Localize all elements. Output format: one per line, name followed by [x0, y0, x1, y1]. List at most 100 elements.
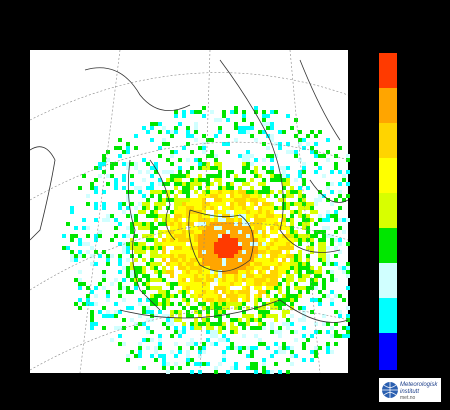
- plume-cell: [130, 202, 134, 206]
- plume-cell: [290, 190, 294, 194]
- plume-cell: [222, 210, 226, 214]
- plume-cell: [338, 310, 342, 314]
- plume-cell: [198, 258, 202, 262]
- plume-cell: [242, 170, 246, 174]
- plume-cell: [238, 130, 242, 134]
- plume-cell: [122, 202, 126, 206]
- plume-cell: [274, 270, 278, 274]
- plume-cell: [170, 218, 174, 222]
- plume-cell: [190, 250, 194, 254]
- latitude-line: [29, 72, 349, 121]
- plume-cell: [346, 194, 350, 198]
- plume-cell: [250, 154, 254, 158]
- plume-cell: [346, 262, 350, 266]
- plume-cell: [270, 126, 274, 130]
- plume-cell: [278, 370, 282, 374]
- plume-cell: [226, 258, 230, 262]
- plume-cell: [282, 206, 286, 210]
- plume-cell: [254, 346, 258, 350]
- plume-cell: [202, 142, 206, 146]
- plume-cell: [142, 178, 146, 182]
- plume-cell: [234, 126, 238, 130]
- plume-cell: [174, 254, 178, 258]
- plume-cell: [238, 346, 242, 350]
- plume-cell: [254, 266, 258, 270]
- plume-cell: [286, 178, 290, 182]
- plume-cell: [162, 270, 166, 274]
- plume-cell: [214, 262, 218, 266]
- plume-cell: [286, 246, 290, 250]
- plume-cell: [286, 230, 290, 234]
- plume-cell: [166, 290, 170, 294]
- plume-cell: [334, 246, 338, 250]
- plume-cell: [230, 294, 234, 298]
- plume-cell: [142, 306, 146, 310]
- plume-cell: [178, 234, 182, 238]
- plume-cell: [314, 154, 318, 158]
- plume-cell: [142, 322, 146, 326]
- plume-cell: [182, 242, 186, 246]
- plume-cell: [250, 246, 254, 250]
- plume-cell: [162, 222, 166, 226]
- plume-cell: [218, 270, 222, 274]
- plume-cell: [246, 318, 250, 322]
- plume-cell: [170, 366, 174, 370]
- plume-cell: [246, 322, 250, 326]
- plume-cell: [246, 286, 250, 290]
- plume-cell: [206, 202, 210, 206]
- plume-cell: [282, 182, 286, 186]
- plume-cell: [230, 270, 234, 274]
- plume-cell: [270, 258, 274, 262]
- plume-cell: [110, 282, 114, 286]
- plume-cell: [246, 250, 250, 254]
- plume-cell: [258, 266, 262, 270]
- plume-cell: [254, 158, 258, 162]
- plume-cell: [246, 354, 250, 358]
- plume-cell: [218, 246, 222, 250]
- plume-cell: [298, 194, 302, 198]
- plume-cell: [126, 166, 130, 170]
- plume-cell: [126, 150, 130, 154]
- plume-cell: [302, 274, 306, 278]
- plume-cell: [230, 222, 234, 226]
- plume-cell: [142, 270, 146, 274]
- plume-cell: [114, 218, 118, 222]
- plume-cell: [126, 354, 130, 358]
- plume-cell: [234, 110, 238, 114]
- plume-cell: [190, 270, 194, 274]
- colorbar-swatch: [379, 228, 397, 263]
- plume-cell: [146, 318, 150, 322]
- plume-cell: [330, 190, 334, 194]
- plume-cell: [166, 282, 170, 286]
- plume-cell: [186, 158, 190, 162]
- plume-cell: [246, 222, 250, 226]
- plume-cell: [290, 218, 294, 222]
- colorbar-swatch: [379, 193, 397, 228]
- plume-cell: [318, 218, 322, 222]
- plume-cell: [178, 230, 182, 234]
- plume-cell: [154, 242, 158, 246]
- plume-cell: [114, 178, 118, 182]
- plume-cell: [150, 122, 154, 126]
- plume-cell: [182, 326, 186, 330]
- plume-cell: [118, 138, 122, 142]
- plume-cell: [190, 134, 194, 138]
- plume-cell: [122, 234, 126, 238]
- plume-cell: [302, 166, 306, 170]
- plume-cell: [198, 194, 202, 198]
- plume-cell: [194, 250, 198, 254]
- plume-cell: [230, 254, 234, 258]
- plume-cell: [122, 286, 126, 290]
- plume-cell: [214, 194, 218, 198]
- plume-cell: [234, 198, 238, 202]
- plume-cell: [334, 334, 338, 338]
- plume-cell: [186, 314, 190, 318]
- plume-cell: [194, 182, 198, 186]
- plume-cell: [230, 182, 234, 186]
- plume-cell: [258, 294, 262, 298]
- plume-cell: [330, 262, 334, 266]
- plume-cell: [250, 170, 254, 174]
- plume-cell: [226, 222, 230, 226]
- plume-cell: [242, 238, 246, 242]
- plume-cell: [166, 218, 170, 222]
